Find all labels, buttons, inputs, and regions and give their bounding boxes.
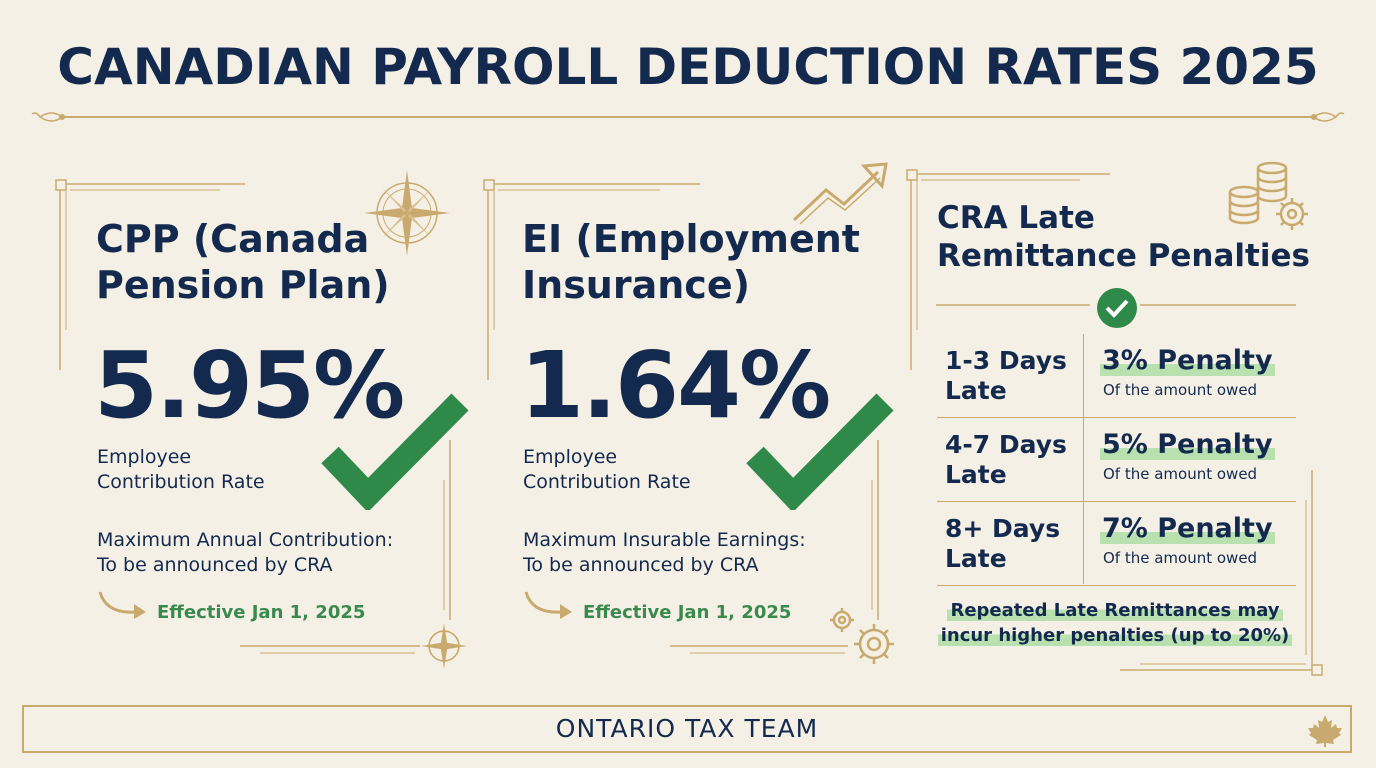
- compass-icon: [421, 623, 467, 669]
- penalty-note-line: incur higher penalties (up to 20%): [937, 625, 1293, 646]
- ei-rate-label: Contribution Rate: [523, 471, 691, 493]
- curved-arrow-icon: [98, 591, 146, 619]
- penalty-value: 7% Penalty: [1100, 513, 1275, 544]
- compass-icon: [364, 170, 450, 256]
- checkmark-icon: [746, 393, 894, 510]
- table-row: 4-7 Days Late: [945, 430, 1067, 490]
- penalty-days: 1-3 Days: [945, 346, 1067, 375]
- penalty-description: Of the amount owed: [1103, 381, 1258, 399]
- footer-banner: ONTARIO TAX TEAM: [22, 705, 1352, 753]
- ei-effective-date: Effective Jan 1, 2025: [583, 602, 792, 623]
- checkmark-icon: [1097, 288, 1137, 328]
- cpp-title: CPP (Canada: [96, 217, 370, 261]
- maple-leaf-icon: [1308, 715, 1342, 747]
- table-row: 8+ Days Late: [945, 514, 1060, 574]
- ei-title: EI (Employment: [522, 217, 860, 261]
- gear-icon: [830, 608, 894, 664]
- ei-rate: 1.64%: [520, 332, 831, 439]
- ei-max-earnings: To be announced by CRA: [523, 554, 759, 576]
- cpp-max-contribution: Maximum Annual Contribution:: [97, 529, 394, 551]
- checkmark-icon: [321, 393, 469, 510]
- table-divider: [937, 585, 1296, 586]
- cpp-effective-date: Effective Jan 1, 2025: [157, 602, 366, 623]
- penalty-value: 5% Penalty: [1100, 429, 1275, 460]
- coins-gear-icon: [1228, 161, 1308, 230]
- penalty-value: 3% Penalty: [1100, 345, 1275, 376]
- penalty-note-line: Repeated Late Remittances may: [947, 600, 1283, 621]
- ei-max-earnings: Maximum Insurable Earnings:: [523, 529, 806, 551]
- curved-arrow-icon: [524, 591, 572, 619]
- table-divider: [937, 417, 1296, 418]
- cpp-title: Pension Plan): [96, 263, 390, 307]
- cpp-rate-label: Contribution Rate: [97, 471, 265, 493]
- penalty-description: Of the amount owed: [1103, 549, 1258, 567]
- penalty-days: Late: [945, 544, 1007, 573]
- penalty-description: Of the amount owed: [1103, 465, 1258, 483]
- penalties-title: CRA Late: [937, 200, 1095, 236]
- table-divider: [937, 501, 1296, 502]
- penalty-days: 4-7 Days: [945, 430, 1067, 459]
- penalty-days: Late: [945, 376, 1007, 405]
- ei-rate-label: Employee: [523, 446, 618, 468]
- trend-arrow-icon: [792, 162, 888, 225]
- table-divider: [1083, 334, 1084, 584]
- penalty-days: Late: [945, 460, 1007, 489]
- penalties-title: Remittance Penalties: [937, 238, 1310, 274]
- cpp-rate-label: Employee: [97, 446, 192, 468]
- cpp-rate: 5.95%: [94, 332, 405, 439]
- page-title: CANADIAN PAYROLL DEDUCTION RATES 2025: [57, 38, 1319, 96]
- footer-text: ONTARIO TAX TEAM: [555, 714, 819, 743]
- ei-title: Insurance): [522, 263, 750, 307]
- penalty-days: 8+ Days: [945, 514, 1061, 543]
- penalty-note: Repeated Late Remittances may incur high…: [930, 598, 1300, 648]
- table-row: 1-3 Days Late: [945, 346, 1067, 406]
- cpp-max-contribution: To be announced by CRA: [97, 554, 333, 576]
